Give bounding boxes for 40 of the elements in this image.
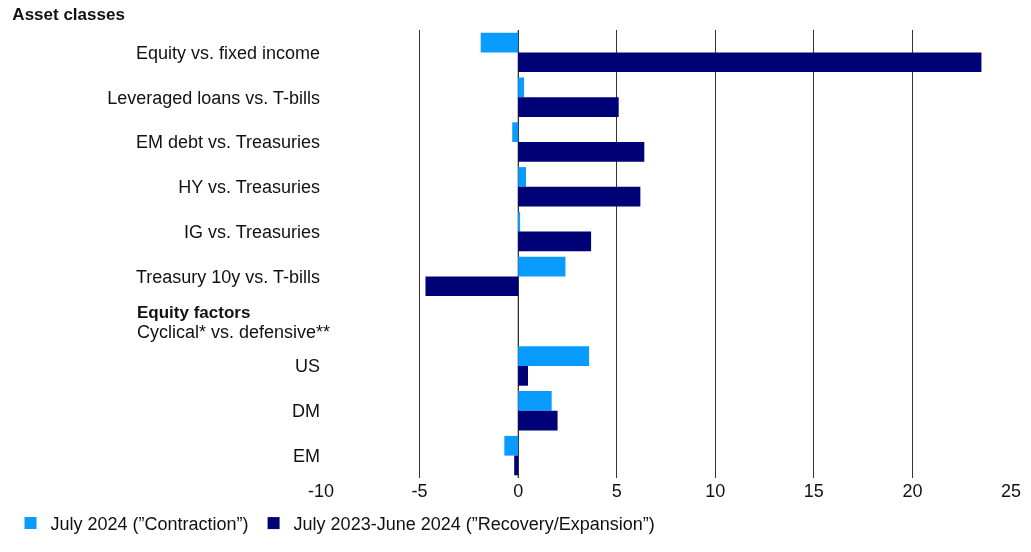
x-tick-label: 10 <box>705 481 726 501</box>
bar <box>514 455 519 476</box>
bar <box>518 52 982 73</box>
y-tick-label: Leveraged loans vs. T-bills <box>107 87 320 108</box>
bar <box>518 256 566 277</box>
bar <box>518 142 645 162</box>
annotation: Cyclical* vs. defensive** <box>137 322 331 342</box>
y-tick-label: IG vs. Treasuries <box>183 221 320 242</box>
bar <box>518 366 528 386</box>
x-tick-label: 20 <box>902 481 923 501</box>
bar <box>518 391 552 411</box>
x-tick-label: 5 <box>611 481 622 501</box>
bar <box>518 231 592 252</box>
text: Asset classes <box>12 5 125 25</box>
bar <box>512 122 519 142</box>
bar <box>518 167 527 187</box>
bar <box>480 32 519 53</box>
x-tick-label: 25 <box>1000 481 1022 501</box>
y-tick-label: EM debt vs. Treasuries <box>135 132 320 153</box>
y-tick-label: US <box>294 356 320 377</box>
bar <box>518 77 525 98</box>
y-tick-label: Treasury 10y vs. T-bills <box>135 266 320 287</box>
bar <box>425 276 519 297</box>
legend-label: July 2023-June 2024 (”Recovery/Expansion”) <box>293 514 655 535</box>
x-tick-label: -5 <box>411 481 428 501</box>
bar <box>518 186 641 207</box>
legend-label: July 2024 (”Contraction”) <box>50 514 249 535</box>
bar <box>504 435 519 456</box>
bar <box>518 410 558 431</box>
y-tick-label: DM <box>292 401 320 422</box>
y-tick-label: EM <box>293 445 320 466</box>
bar <box>518 346 590 366</box>
bar <box>518 97 619 117</box>
y-tick-label: Equity vs. fixed income <box>135 42 320 63</box>
text: Equity factors <box>137 303 251 322</box>
x-tick-label: -10 <box>307 481 335 501</box>
bar <box>518 211 521 232</box>
x-tick-label: 15 <box>803 481 824 501</box>
x-tick-label: 0 <box>513 481 524 501</box>
y-tick-label: HY vs. Treasuries <box>178 177 320 198</box>
